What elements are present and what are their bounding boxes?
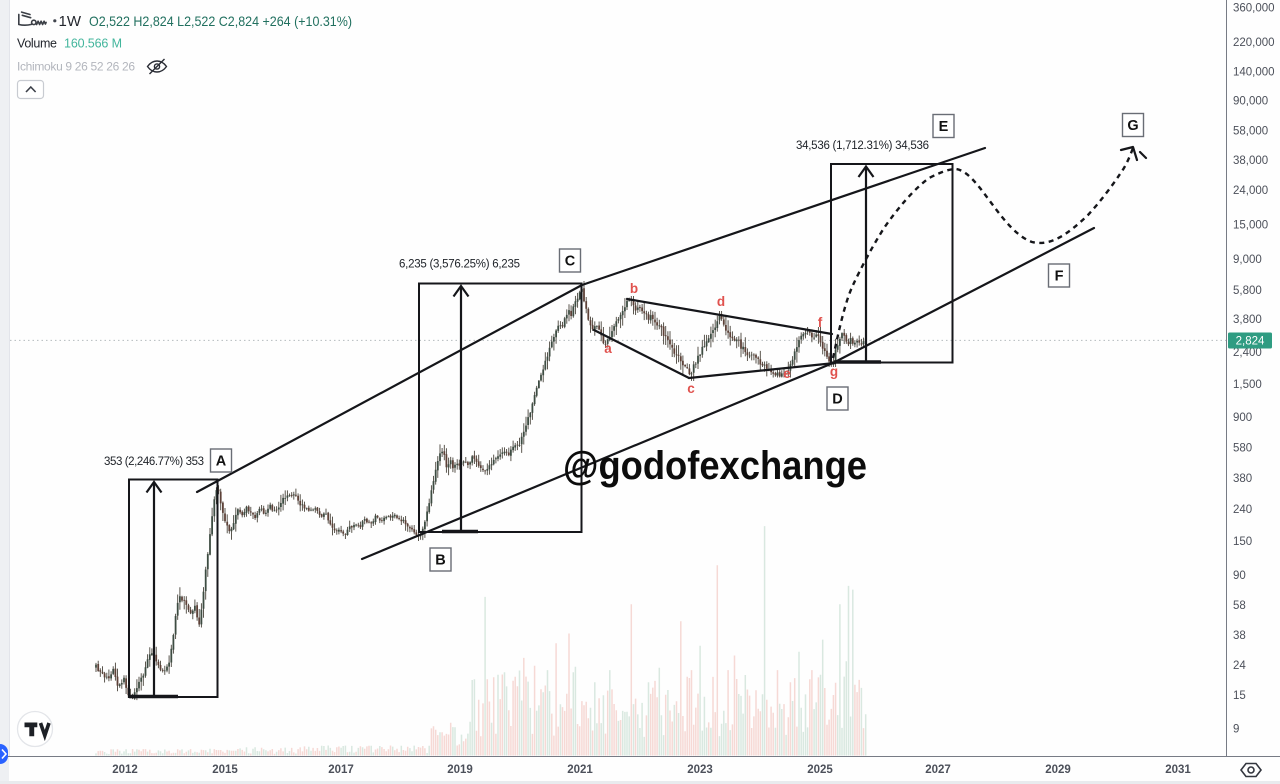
- svg-text:b: b: [630, 281, 638, 296]
- svg-text:E: E: [939, 119, 949, 135]
- svg-text:2029: 2029: [1045, 764, 1071, 776]
- svg-text:c: c: [687, 381, 695, 396]
- svg-text:D: D: [832, 392, 842, 408]
- svg-text:240: 240: [1233, 504, 1252, 516]
- svg-text:160.566 M: 160.566 M: [64, 37, 122, 51]
- svg-text:140,000: 140,000: [1233, 67, 1275, 79]
- svg-text:38,000: 38,000: [1233, 155, 1268, 167]
- svg-text:2012: 2012: [112, 764, 138, 776]
- svg-text:1W: 1W: [59, 13, 82, 30]
- svg-text:58: 58: [1233, 600, 1246, 612]
- svg-text:O2,522 H2,824 L2,522 C2,824 +2: O2,522 H2,824 L2,522 C2,824 +264 (+10.31…: [89, 13, 352, 29]
- svg-text:d: d: [717, 294, 725, 309]
- svg-text:900: 900: [1233, 412, 1252, 424]
- svg-text:A: A: [216, 454, 227, 470]
- svg-text:2015: 2015: [212, 764, 238, 776]
- svg-text:24: 24: [1233, 660, 1246, 672]
- svg-text:Volume: Volume: [17, 37, 57, 51]
- svg-text:90: 90: [1233, 570, 1246, 582]
- svg-text:2023: 2023: [687, 764, 713, 776]
- svg-text:2017: 2017: [328, 764, 354, 776]
- svg-text:2027: 2027: [925, 764, 951, 776]
- svg-text:34,536 (1,712.31%) 34,536: 34,536 (1,712.31%) 34,536: [796, 140, 929, 152]
- svg-text:a: a: [604, 341, 612, 356]
- svg-text:5,800: 5,800: [1233, 285, 1262, 297]
- svg-text:2031: 2031: [1165, 764, 1191, 776]
- svg-text:380: 380: [1233, 473, 1252, 485]
- svg-text:58,000: 58,000: [1233, 126, 1268, 138]
- svg-text:C: C: [565, 254, 576, 270]
- svg-text:e: e: [783, 366, 791, 381]
- svg-text:9: 9: [1233, 724, 1239, 736]
- svg-text:g: g: [830, 364, 838, 379]
- svg-text:9,000: 9,000: [1233, 254, 1262, 266]
- svg-text:6,235 (3,576.25%) 6,235: 6,235 (3,576.25%) 6,235: [399, 259, 520, 271]
- svg-text:G: G: [1127, 118, 1138, 134]
- svg-text:3,800: 3,800: [1233, 314, 1262, 326]
- svg-text:220,000: 220,000: [1233, 37, 1275, 49]
- svg-text:f: f: [818, 315, 823, 330]
- svg-text:353 (2,246.77%) 353: 353 (2,246.77%) 353: [104, 456, 204, 468]
- svg-text:2021: 2021: [567, 764, 593, 776]
- svg-text:24,000: 24,000: [1233, 185, 1268, 197]
- svg-text:90,000: 90,000: [1233, 96, 1268, 108]
- svg-text:580: 580: [1233, 443, 1252, 455]
- svg-text:Ichimoku 9 26 52 26 26: Ichimoku 9 26 52 26 26: [17, 60, 135, 74]
- svg-text:B: B: [435, 553, 445, 569]
- svg-text:15: 15: [1233, 690, 1246, 702]
- svg-text:2019: 2019: [447, 764, 473, 776]
- svg-text:2,824: 2,824: [1236, 336, 1265, 348]
- svg-text:1,500: 1,500: [1233, 379, 1262, 391]
- svg-text:@godofexchange: @godofexchange: [563, 444, 867, 488]
- svg-text:2,400: 2,400: [1233, 347, 1262, 359]
- svg-text:15,000: 15,000: [1233, 220, 1268, 232]
- svg-text:2025: 2025: [807, 764, 833, 776]
- svg-text:38: 38: [1233, 630, 1246, 642]
- svg-text:360,000: 360,000: [1233, 3, 1275, 15]
- svg-text:150: 150: [1233, 536, 1252, 548]
- svg-text:F: F: [1055, 269, 1064, 285]
